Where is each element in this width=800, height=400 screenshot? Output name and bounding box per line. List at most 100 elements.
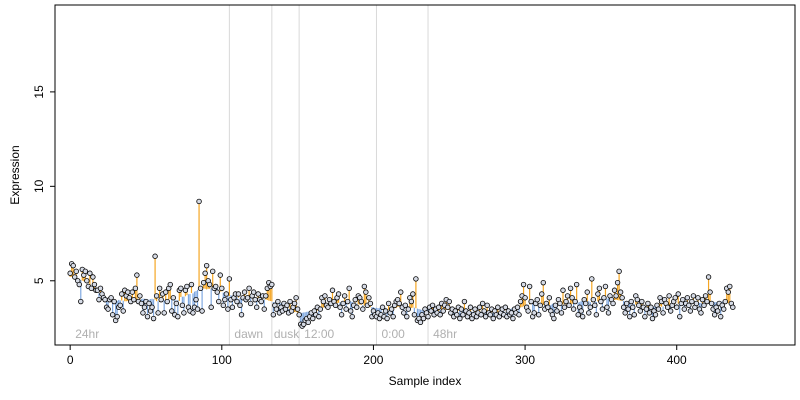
data-point — [583, 300, 589, 307]
data-point — [457, 315, 463, 322]
data-point — [169, 308, 175, 314]
data-point — [134, 272, 140, 278]
data-point — [599, 306, 606, 312]
data-point — [587, 304, 593, 310]
data-point — [109, 312, 116, 318]
data-point — [536, 312, 542, 318]
data-point — [625, 306, 631, 312]
data-point — [114, 313, 120, 320]
data-point — [660, 310, 666, 316]
data-points — [67, 198, 736, 329]
data-point — [197, 285, 204, 292]
data-point — [78, 298, 84, 305]
data-point — [263, 293, 269, 299]
data-point — [531, 310, 537, 316]
data-point — [677, 313, 683, 320]
data-point — [316, 313, 322, 320]
data-point — [402, 302, 408, 309]
data-point — [490, 315, 496, 322]
data-point — [175, 313, 181, 320]
data-point — [320, 298, 327, 305]
data-point — [117, 302, 123, 309]
data-point — [466, 310, 472, 316]
data-point — [149, 304, 155, 310]
data-point — [628, 298, 634, 305]
data-point — [446, 298, 452, 305]
data-point — [546, 295, 553, 301]
data-point — [561, 304, 568, 310]
data-point — [184, 283, 190, 290]
section-label: 0:00 — [382, 327, 406, 341]
data-point — [622, 310, 628, 316]
data-point — [329, 287, 336, 293]
data-point — [162, 289, 169, 295]
data-point — [601, 295, 607, 301]
data-point — [361, 283, 368, 290]
data-point — [317, 306, 324, 312]
x-tick-label: 200 — [363, 353, 383, 367]
data-point — [119, 291, 125, 297]
data-point — [569, 295, 575, 301]
data-point — [140, 310, 146, 316]
data-point — [296, 312, 302, 318]
data-point — [652, 312, 659, 318]
data-point — [102, 296, 108, 303]
data-point — [360, 306, 366, 312]
data-point — [120, 308, 126, 314]
data-point — [206, 281, 213, 288]
data-point — [125, 289, 131, 295]
data-point — [686, 302, 692, 309]
data-point — [445, 304, 451, 310]
data-point — [514, 304, 521, 310]
data-point — [680, 296, 686, 303]
data-point — [335, 291, 342, 297]
data-point — [614, 279, 621, 286]
data-point — [730, 304, 736, 310]
data-point — [598, 298, 604, 305]
data-point — [250, 289, 257, 295]
data-point — [363, 289, 369, 295]
data-point — [634, 296, 640, 303]
data-point — [132, 285, 139, 292]
data-point — [153, 293, 160, 299]
data-point — [388, 306, 395, 312]
data-point — [580, 313, 586, 320]
data-point — [648, 304, 654, 310]
data-point — [711, 312, 718, 318]
data-point — [226, 276, 233, 282]
data-point — [623, 300, 630, 307]
data-point — [554, 308, 560, 314]
data-point — [616, 268, 622, 275]
data-point — [420, 315, 427, 322]
data-point — [593, 312, 600, 318]
data-point — [67, 270, 73, 276]
section-labels: 24hr dawn dusk 12:00 0:00 48hr — [75, 327, 457, 341]
data-point — [73, 268, 79, 275]
x-tick-label: 400 — [667, 353, 687, 367]
data-point — [617, 289, 624, 295]
data-point — [708, 300, 715, 307]
data-point — [385, 300, 392, 307]
data-point — [563, 298, 569, 305]
data-point — [404, 313, 410, 320]
data-point — [97, 285, 104, 292]
data-point — [178, 285, 184, 292]
data-point — [349, 313, 355, 320]
data-point — [214, 289, 220, 295]
data-point — [235, 291, 242, 297]
data-point — [141, 304, 148, 310]
data-point — [398, 289, 404, 295]
data-point — [229, 304, 236, 310]
data-point — [620, 304, 627, 310]
data-point — [717, 313, 724, 320]
data-point — [152, 253, 158, 259]
data-point — [340, 300, 346, 307]
data-point — [705, 274, 712, 280]
data-point — [146, 300, 152, 307]
data-point — [417, 319, 424, 326]
data-point — [590, 296, 597, 303]
data-point — [699, 296, 706, 303]
data-point — [637, 308, 644, 314]
data-point — [219, 285, 225, 292]
data-point — [287, 298, 293, 305]
